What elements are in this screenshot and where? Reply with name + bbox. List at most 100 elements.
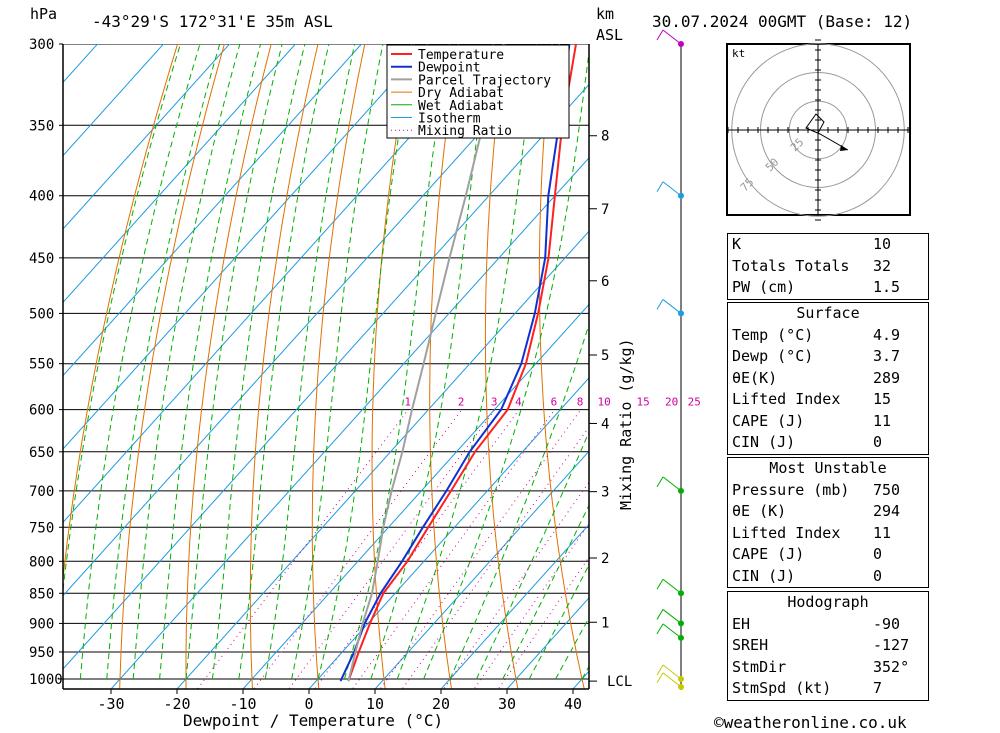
x-tick-label: -30 [97,695,124,713]
row-value: 11 [873,523,892,542]
height-tick-label: 8 [601,129,609,145]
mixing-ratio-line [314,409,520,689]
isotherm-line [63,44,99,84]
pressure-tick-label: 500 [29,306,54,322]
row-value: 3.7 [873,347,901,365]
pressure-tick-label: 900 [29,616,54,632]
lcl-label: LCL [607,674,632,690]
x-tick-label: 30 [498,695,516,713]
mixing-ratio-line [351,409,556,689]
isotherm-line [110,157,589,689]
surface-table: Surface Temp (°C) 4.9 Dewp (°C) 3.7 θE(K) 289 L… [727,302,929,455]
series-parcel-trajectory [347,44,505,682]
pressure-tick-label: 650 [29,445,54,461]
dry-adiabat-line [249,44,319,689]
mixing-ratio-axis-label: Mixing Ratio (g/kg) [617,338,635,510]
row-label: θE (K) [732,502,787,520]
dry-adiabat-line [371,44,413,689]
mixing-ratio-line [401,426,589,689]
dry-adiabat-line [484,44,519,689]
mixing-ratio-label: 20 [665,396,678,409]
row-value: -127 [873,636,910,654]
row-label: CAPE (J) [732,545,805,563]
legend-label: Mixing Ratio [418,124,512,139]
legend-label: Parcel Trajectory [418,73,551,88]
most_unstable-row: Lifted Index 11 [728,523,928,545]
row-value: 352° [873,657,910,676]
wind-barb [662,578,682,594]
row-value: 294 [873,502,901,520]
wind-barb [662,664,682,680]
hodograph-unit: kt [732,47,745,60]
dry-adiabat-line [642,8,722,705]
mixing-ratio-label: 15 [636,396,649,409]
isotherm-line [242,303,589,689]
mixing-ratio-label: 8 [577,396,584,409]
most_unstable-row: θE (K) 294 [728,501,928,523]
isotherm-line [374,450,589,689]
legend-label: Dewpoint [418,61,481,76]
location-title: -43°29'S 172°31'E 35m ASL [92,12,333,31]
legend-label: Temperature [418,48,504,63]
height-tick-label: 5 [601,348,609,364]
wind-barb [662,181,682,197]
row-value: 1.5 [873,278,901,296]
x-axis-label: Dewpoint / Temperature (°C) [183,711,443,730]
mixing-ratio-line [253,409,463,689]
row-value: 0 [873,433,883,451]
wet-adiabat-line [185,44,283,680]
pressure-tick-label: 850 [29,586,54,602]
wet-adiabat-line [423,48,589,680]
row-label: Temp (°C) [732,325,814,344]
row-value: 32 [873,256,892,275]
row-label: PW (cm) [732,278,796,296]
dry-adiabat-line [185,44,272,689]
wet-adiabat-line [132,44,241,680]
wet-adiabat-line [264,44,356,680]
height-tick-label: 7 [601,202,609,218]
wet-adiabat-line [396,44,537,680]
row-value: 10 [873,235,892,253]
indices-row: PW (cm) 1.5 [728,277,928,299]
legend-label: Isotherm [418,112,481,127]
mixing-ratio-label: 1 [404,396,411,409]
wet-adiabat-line [79,44,201,680]
mixing-ratio-label: 4 [515,396,522,409]
hodograph_table-table: Hodograph EH -90 SREH -127 StmDir 352° StmSpd (… [727,591,929,701]
isotherm-line [176,230,589,689]
legend-label: Wet Adiabat [418,99,504,114]
row-label: Pressure (mb) [732,480,850,499]
wind-barb-flag [656,476,664,488]
dry-adiabat-line [923,8,1000,705]
pressure-tick-label: 1000 [29,672,63,688]
mixing-ratio-label: 25 [688,396,701,409]
row-value: 750 [873,480,901,499]
dry-adiabat-line [311,44,366,689]
hodograph-trace [805,113,849,151]
wind-barb-flag [656,609,664,620]
isotherm-line [440,523,589,689]
dry-adiabat-line [538,44,585,689]
dry-adiabat-line [969,8,1000,705]
wind-barb-flag [656,299,664,310]
row-label: Totals Totals [732,256,850,275]
pressure-tick-label: 300 [29,37,54,53]
row-label: Lifted Index [732,523,841,542]
row-value: 15 [873,390,892,408]
x-tick-label: 20 [432,695,450,713]
pressure-tick-label: 450 [29,251,54,267]
row-value: 0 [873,545,883,563]
pressure-tick-label: 400 [29,189,54,205]
surface-row: θE(K) 289 [728,368,928,390]
indices-row: Totals Totals 32 [728,256,928,278]
series-dewpoint [339,44,571,682]
mixing-ratio-line [288,409,496,689]
wind-barb [662,299,682,314]
mixing-ratio-label: 10 [598,396,611,409]
isotherm-line [63,44,231,230]
row-value: 7 [873,679,883,697]
wet-adiabat-line [159,44,262,680]
